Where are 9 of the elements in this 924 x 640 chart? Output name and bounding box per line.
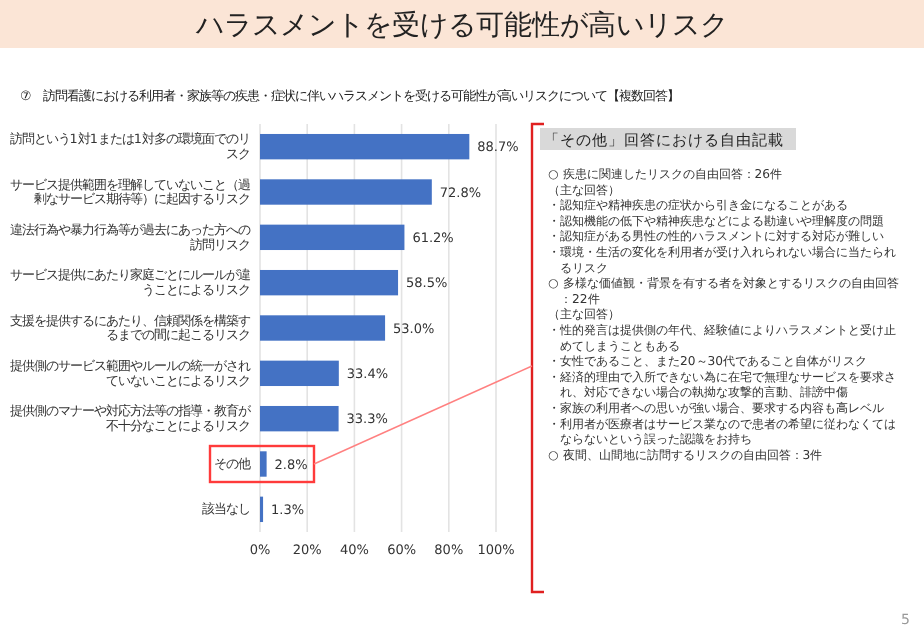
bar: [260, 315, 386, 341]
bar: [260, 269, 399, 296]
bar: [260, 451, 267, 477]
bar: [260, 179, 432, 205]
bar: [260, 405, 339, 432]
bar: [260, 133, 470, 160]
chart-title: ハラスメントを受ける可能性が高いリスク: [194, 10, 728, 42]
bar: [260, 360, 339, 387]
bar: [260, 224, 405, 251]
